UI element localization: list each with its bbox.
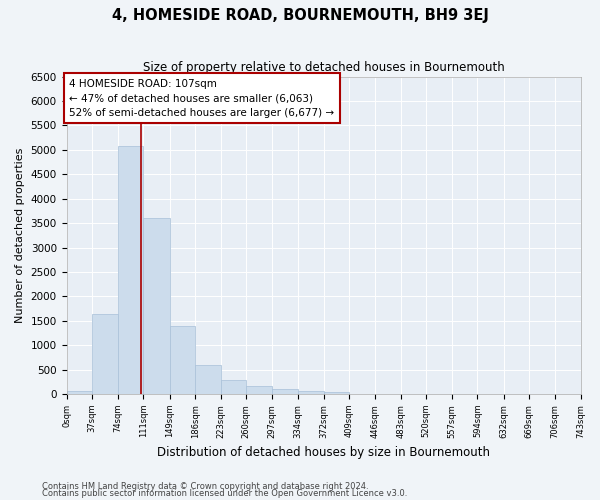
- Bar: [170, 326, 195, 394]
- Bar: [272, 389, 298, 394]
- Bar: [92, 314, 118, 394]
- Bar: [324, 392, 349, 394]
- Text: 4 HOMESIDE ROAD: 107sqm
← 47% of detached houses are smaller (6,063)
52% of semi: 4 HOMESIDE ROAD: 107sqm ← 47% of detache…: [69, 78, 334, 118]
- Y-axis label: Number of detached properties: Number of detached properties: [15, 148, 25, 323]
- Bar: [298, 390, 324, 394]
- Bar: [221, 380, 247, 394]
- Bar: [67, 391, 92, 394]
- Text: Contains public sector information licensed under the Open Government Licence v3: Contains public sector information licen…: [42, 489, 407, 498]
- Title: Size of property relative to detached houses in Bournemouth: Size of property relative to detached ho…: [143, 61, 505, 74]
- Bar: [143, 218, 170, 394]
- Bar: [118, 146, 143, 394]
- Text: Contains HM Land Registry data © Crown copyright and database right 2024.: Contains HM Land Registry data © Crown c…: [42, 482, 368, 491]
- X-axis label: Distribution of detached houses by size in Bournemouth: Distribution of detached houses by size …: [157, 446, 490, 459]
- Bar: [195, 365, 221, 394]
- Bar: [247, 386, 272, 394]
- Text: 4, HOMESIDE ROAD, BOURNEMOUTH, BH9 3EJ: 4, HOMESIDE ROAD, BOURNEMOUTH, BH9 3EJ: [112, 8, 488, 23]
